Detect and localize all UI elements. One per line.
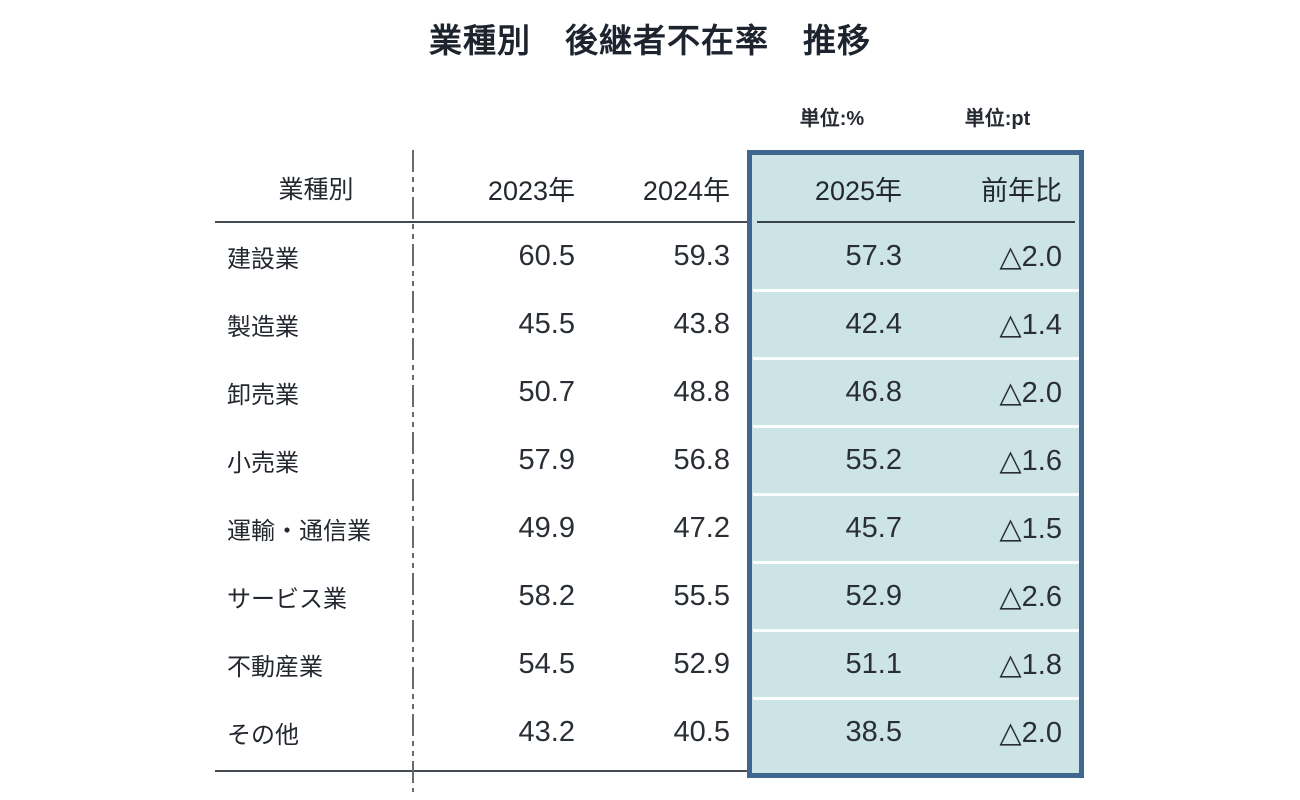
value-2023: 54.5 [518,647,575,680]
table-row: 運輸・通信業 49.9 47.2 45.7 △1.5 [215,494,1085,562]
value-yoy: △2.0 [999,240,1062,273]
value-2025: 45.7 [845,511,902,544]
table-row: 卸売業 50.7 48.8 46.8 △2.0 [215,358,1085,426]
value-yoy: △1.4 [999,308,1062,341]
value-2024: 47.2 [673,511,730,544]
highlight-row-separator [753,493,1079,496]
column-header-industry: 業種別 [278,176,354,204]
highlight-row-separator [753,425,1079,428]
column-header-2025: 2025年 [814,175,902,206]
table-row: サービス業 58.2 55.5 52.9 △2.6 [215,562,1085,630]
value-yoy: △1.8 [999,648,1062,681]
industry-label: サービス業 [227,585,347,613]
value-2024: 59.3 [673,239,730,272]
table-body: 建設業 60.5 59.3 57.3 △2.0 製造業 45.5 43.8 42… [215,222,1085,766]
value-2024: 43.8 [673,307,730,340]
value-2023: 60.5 [518,239,575,272]
value-2023: 45.5 [518,307,575,340]
column-header-2023: 2023年 [487,175,575,206]
table-row: 製造業 45.5 43.8 42.4 △1.4 [215,290,1085,358]
industry-label: 不動産業 [227,653,323,681]
highlight-row-separator [753,357,1079,360]
column-header-2024: 2024年 [642,175,730,206]
header-rule-highlight [757,221,1075,223]
header-rule-left [215,221,747,223]
industry-table: 業種別 2023年 2024年 2025年 前年比 建設業 60.5 59.3 … [215,154,1085,766]
value-2025: 57.3 [845,239,902,272]
value-2024: 48.8 [673,375,730,408]
unit-note-pt: 単位:pt [964,108,1031,130]
column-divider-line [412,150,414,792]
value-yoy: △1.5 [999,512,1062,545]
value-2025: 55.2 [845,443,902,476]
value-2024: 56.8 [673,443,730,476]
value-2025: 42.4 [845,307,902,340]
table-row: 建設業 60.5 59.3 57.3 △2.0 [215,222,1085,290]
value-2025: 46.8 [845,375,902,408]
value-2025: 51.1 [845,647,902,680]
value-2023: 58.2 [518,579,575,612]
industry-label: 小売業 [227,449,299,477]
industry-label: 運輸・通信業 [227,517,371,545]
value-2023: 57.9 [518,443,575,476]
value-yoy: △2.0 [999,716,1062,749]
industry-label: その他 [227,721,299,749]
value-2023: 50.7 [518,375,575,408]
value-2024: 40.5 [673,715,730,748]
value-2024: 55.5 [673,579,730,612]
bottom-rule-left [215,770,747,772]
value-2023: 49.9 [518,511,575,544]
industry-label: 建設業 [227,245,299,273]
column-header-yoy: 前年比 [981,175,1062,206]
highlight-row-separator [753,289,1079,292]
value-yoy: △2.6 [999,580,1062,613]
value-2025: 38.5 [845,715,902,748]
unit-note-percent: 単位:% [799,108,865,130]
table-header-row: 業種別 2023年 2024年 2025年 前年比 [215,154,1085,222]
value-2024: 52.9 [673,647,730,680]
highlight-row-separator [753,561,1079,564]
table-row: 小売業 57.9 56.8 55.2 △1.6 [215,426,1085,494]
value-2023: 43.2 [518,715,575,748]
highlight-row-separator [753,629,1079,632]
page-title: 業種別 後継者不在率 推移 [429,22,871,59]
value-yoy: △1.6 [999,444,1062,477]
highlight-box-2025 [747,150,1084,778]
highlight-row-separator [753,697,1079,700]
value-yoy: △2.0 [999,376,1062,409]
value-2025: 52.9 [845,579,902,612]
table-row: その他 43.2 40.5 38.5 △2.0 [215,698,1085,766]
table-row: 不動産業 54.5 52.9 51.1 △1.8 [215,630,1085,698]
industry-label: 卸売業 [227,381,299,409]
industry-label: 製造業 [227,313,299,341]
